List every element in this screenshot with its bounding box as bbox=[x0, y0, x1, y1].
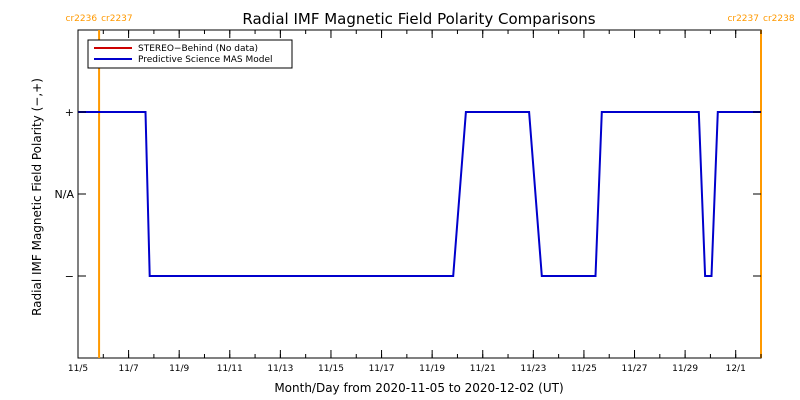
x-tick-label: 11/5 bbox=[68, 364, 88, 374]
carrington-rotation-labels: cr2236 cr2237 cr2237 cr2238 bbox=[66, 14, 795, 24]
x-tick-label: 11/25 bbox=[571, 364, 597, 374]
x-tick-label: 11/11 bbox=[217, 364, 243, 374]
chart-title: Radial IMF Magnetic Field Polarity Compa… bbox=[242, 10, 595, 28]
plot-frame bbox=[77, 29, 762, 359]
carrington-label-right: cr2238 bbox=[763, 14, 795, 24]
y-axis-ticks: + N/A − bbox=[55, 106, 761, 283]
carrington-label-left: cr2236 bbox=[66, 14, 98, 24]
y-tick-label: − bbox=[65, 270, 74, 283]
plot-area bbox=[77, 29, 762, 359]
x-tick-label: 11/7 bbox=[118, 364, 138, 374]
series-line bbox=[78, 111, 761, 277]
legend-box bbox=[87, 39, 293, 69]
legend-entry: STEREO−Behind (No data) bbox=[138, 44, 258, 54]
x-tick-label: 11/21 bbox=[470, 364, 496, 374]
x-axis-label: Month/Day from 2020-11-05 to 2020-12-02 … bbox=[274, 381, 563, 395]
x-tick-label: 11/29 bbox=[672, 364, 698, 374]
x-tick-label: 11/15 bbox=[318, 364, 344, 374]
x-tick-label: 11/27 bbox=[622, 364, 648, 374]
y-tick-label: N/A bbox=[55, 188, 75, 201]
x-tick-label: 11/9 bbox=[169, 364, 189, 374]
carrington-label-right: cr2237 bbox=[101, 14, 133, 24]
x-tick-label: 11/13 bbox=[267, 364, 293, 374]
x-tick-label: 11/23 bbox=[520, 364, 546, 374]
x-tick-label: 12/1 bbox=[726, 364, 746, 374]
y-axis-label: Radial IMF Magnetic Field Polarity (−,+) bbox=[30, 78, 44, 316]
y-tick-label: + bbox=[65, 106, 74, 119]
x-tick-label: 11/17 bbox=[369, 364, 395, 374]
x-axis-ticks: 11/5 11/7 11/9 11/11 11/13 11/15 11/17 11/19 11/… bbox=[68, 30, 762, 374]
legend: STEREO−Behind (No data)Predictive Scienc… bbox=[87, 39, 293, 69]
carrington-label-left: cr2237 bbox=[727, 14, 759, 24]
x-tick-label: 11/19 bbox=[419, 364, 445, 374]
legend-entry: Predictive Science MAS Model bbox=[138, 55, 273, 65]
